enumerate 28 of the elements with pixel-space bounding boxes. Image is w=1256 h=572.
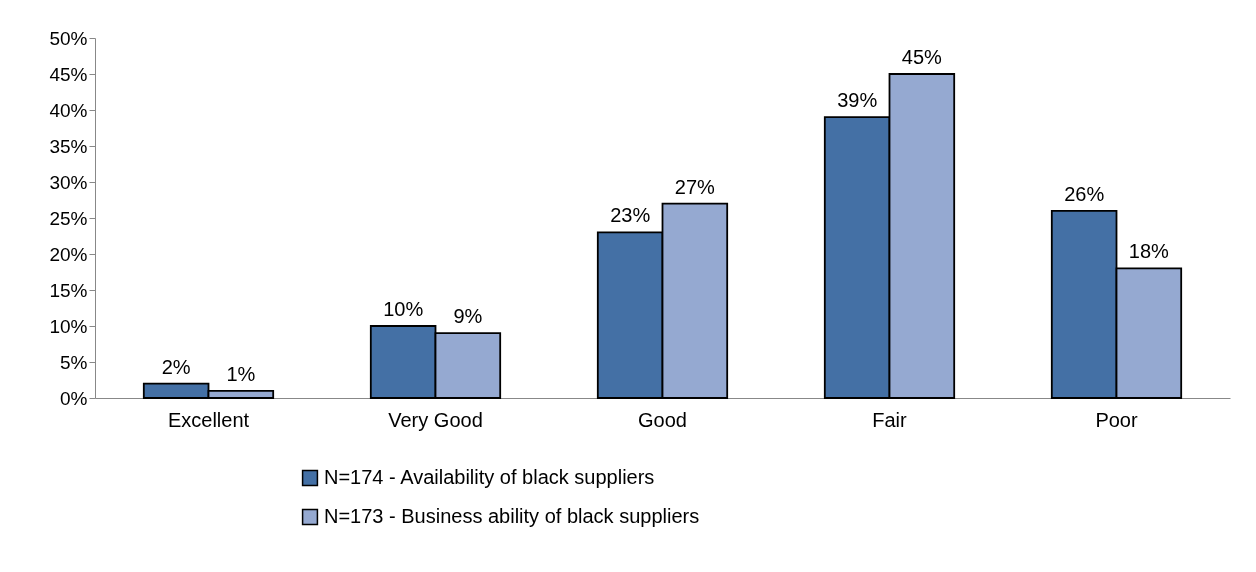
data-label: 26% [1064,182,1105,205]
y-tick-label: 35% [49,135,88,157]
y-tick-label: 10% [49,315,88,337]
y-tick-label: 30% [49,171,88,193]
data-label: 23% [610,204,651,227]
y-tick-label: 20% [49,243,88,265]
data-label: 2% [161,355,191,378]
data-label: 39% [837,89,878,112]
y-tick-label: 50% [49,27,88,49]
x-tick-label: Fair [872,408,908,431]
x-tick-label: Excellent [167,408,250,431]
data-label: 27% [674,175,716,198]
y-tick-label: 5% [60,351,88,373]
legend-label: N=174 - Availability of black suppliers [324,466,655,488]
y-tick-label: 25% [49,207,88,229]
data-label: 9% [453,305,483,328]
x-tick-label: Good [638,408,687,431]
legend-label: N=173 - Business ability of black suppliers [324,505,700,527]
y-tick-label: 40% [49,99,88,121]
data-label: 45% [901,46,943,68]
y-tick-label: 45% [49,63,88,85]
data-label: 10% [383,298,424,320]
x-tick-label: Very Good [388,408,483,431]
data-label: 1% [226,362,256,385]
y-tick-label: 15% [49,279,88,301]
y-tick-label: 0% [60,387,88,409]
x-tick-label: Poor [1095,408,1138,431]
data-label: 18% [1128,240,1170,263]
